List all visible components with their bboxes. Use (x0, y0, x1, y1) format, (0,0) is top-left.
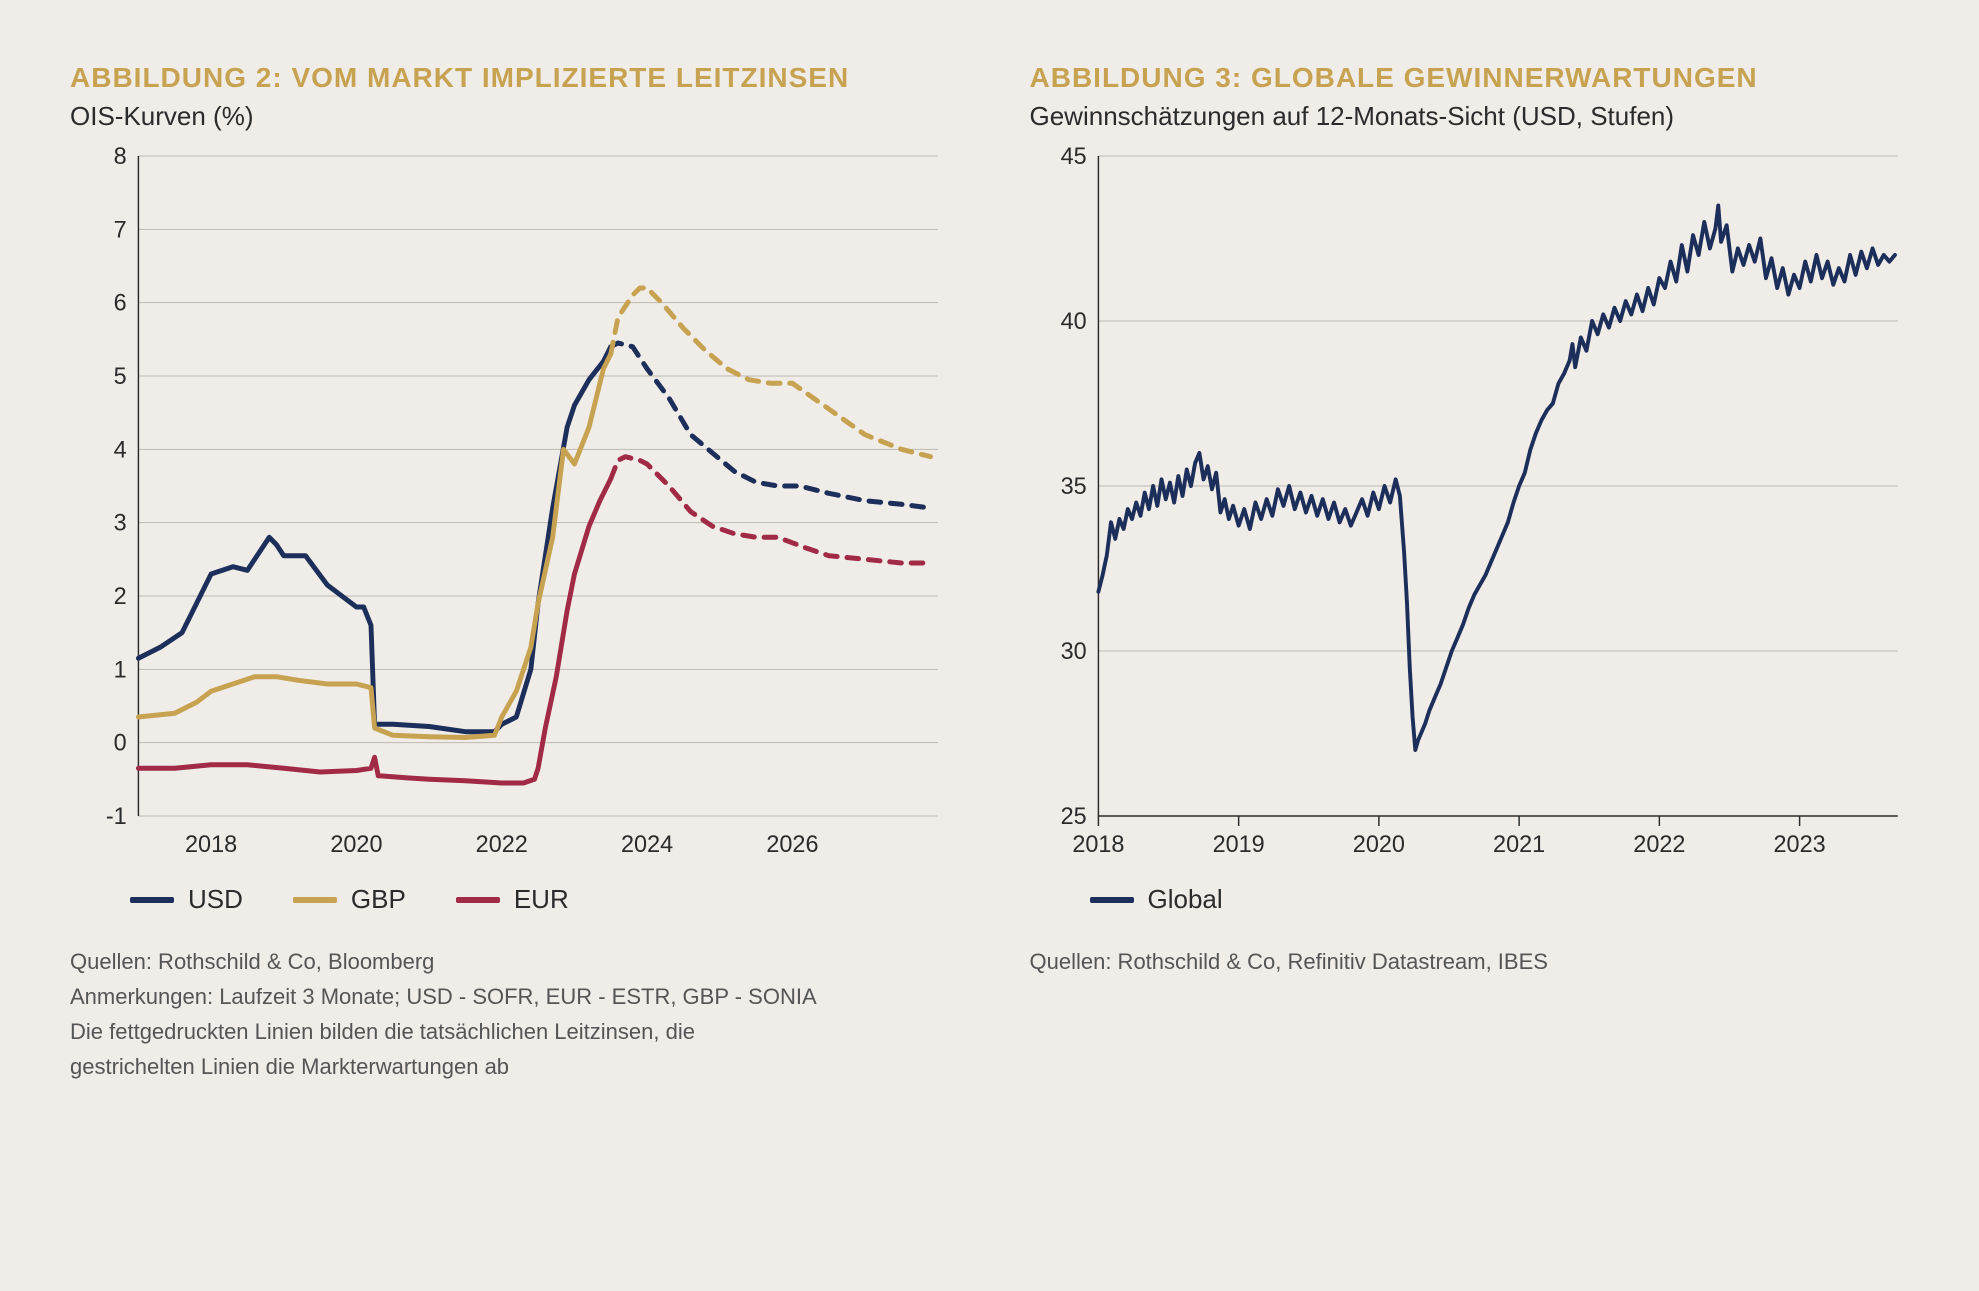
svg-text:2021: 2021 (1493, 832, 1545, 858)
svg-text:35: 35 (1060, 474, 1086, 500)
source-line: gestrichelten Linien die Markterwartunge… (70, 1050, 950, 1083)
legend-label: GBP (351, 884, 406, 915)
legend-item: GBP (293, 884, 406, 915)
svg-text:8: 8 (114, 146, 127, 170)
svg-text:25: 25 (1060, 804, 1086, 830)
right-legend: Global (1090, 884, 1910, 915)
right-chart-subtitle: Gewinnschätzungen auf 12-Monats-Sicht (U… (1030, 101, 1910, 132)
svg-text:3: 3 (114, 510, 127, 536)
legend-label: Global (1148, 884, 1223, 915)
legend-item: Global (1090, 884, 1223, 915)
svg-text:1: 1 (114, 657, 127, 683)
svg-text:5: 5 (114, 364, 127, 390)
svg-text:30: 30 (1060, 639, 1086, 665)
legend-swatch (293, 897, 337, 903)
right-chart-title: ABBILDUNG 3: GLOBALE GEWINNERWARTUNGEN (1030, 60, 1910, 95)
left-legend: USD GBP EUR (130, 884, 950, 915)
legend-swatch (1090, 897, 1134, 903)
legend-swatch (456, 897, 500, 903)
svg-text:2022: 2022 (476, 832, 528, 858)
svg-text:2022: 2022 (1633, 832, 1685, 858)
left-chart-panel: ABBILDUNG 2: VOM MARKT IMPLIZIERTE LEITZ… (70, 60, 950, 1085)
legend-label: USD (188, 884, 243, 915)
svg-text:0: 0 (114, 730, 127, 756)
left-chart-title: ABBILDUNG 2: VOM MARKT IMPLIZIERTE LEITZ… (70, 60, 950, 95)
svg-text:-1: -1 (106, 804, 127, 830)
svg-text:2019: 2019 (1212, 832, 1264, 858)
legend-label: EUR (514, 884, 569, 915)
svg-text:2026: 2026 (766, 832, 818, 858)
legend-swatch (130, 897, 174, 903)
source-line: Anmerkungen: Laufzeit 3 Monate; USD - SO… (70, 980, 950, 1013)
svg-text:40: 40 (1060, 309, 1086, 335)
source-line: Die fettgedruckten Linien bilden die tat… (70, 1015, 950, 1048)
svg-text:2023: 2023 (1773, 832, 1825, 858)
svg-text:2018: 2018 (1072, 832, 1124, 858)
svg-text:45: 45 (1060, 146, 1086, 170)
source-line: Quellen: Rothschild & Co, Bloomberg (70, 945, 950, 978)
svg-text:2024: 2024 (621, 832, 673, 858)
svg-text:2: 2 (114, 584, 127, 610)
legend-item: USD (130, 884, 243, 915)
svg-text:7: 7 (114, 217, 127, 243)
right-chart-area: 25 30 35 40 45 2018 2019 2020 2021 2022 2023 (1030, 146, 1910, 866)
right-chart-panel: ABBILDUNG 3: GLOBALE GEWINNERWARTUNGEN G… (1030, 60, 1910, 1085)
svg-text:2020: 2020 (330, 832, 382, 858)
svg-text:6: 6 (114, 290, 127, 316)
right-sources: Quellen: Rothschild & Co, Refinitiv Data… (1030, 943, 1910, 980)
svg-text:4: 4 (114, 437, 127, 463)
source-line: Quellen: Rothschild & Co, Refinitiv Data… (1030, 945, 1910, 978)
left-chart-area: -1 0 1 2 3 4 5 6 7 8 2018 2020 2022 2024 2026 (70, 146, 950, 866)
svg-text:2020: 2020 (1352, 832, 1404, 858)
left-sources: Quellen: Rothschild & Co, BloombergAnmer… (70, 943, 950, 1085)
legend-item: EUR (456, 884, 569, 915)
left-chart-subtitle: OIS-Kurven (%) (70, 101, 950, 132)
svg-text:2018: 2018 (185, 832, 237, 858)
